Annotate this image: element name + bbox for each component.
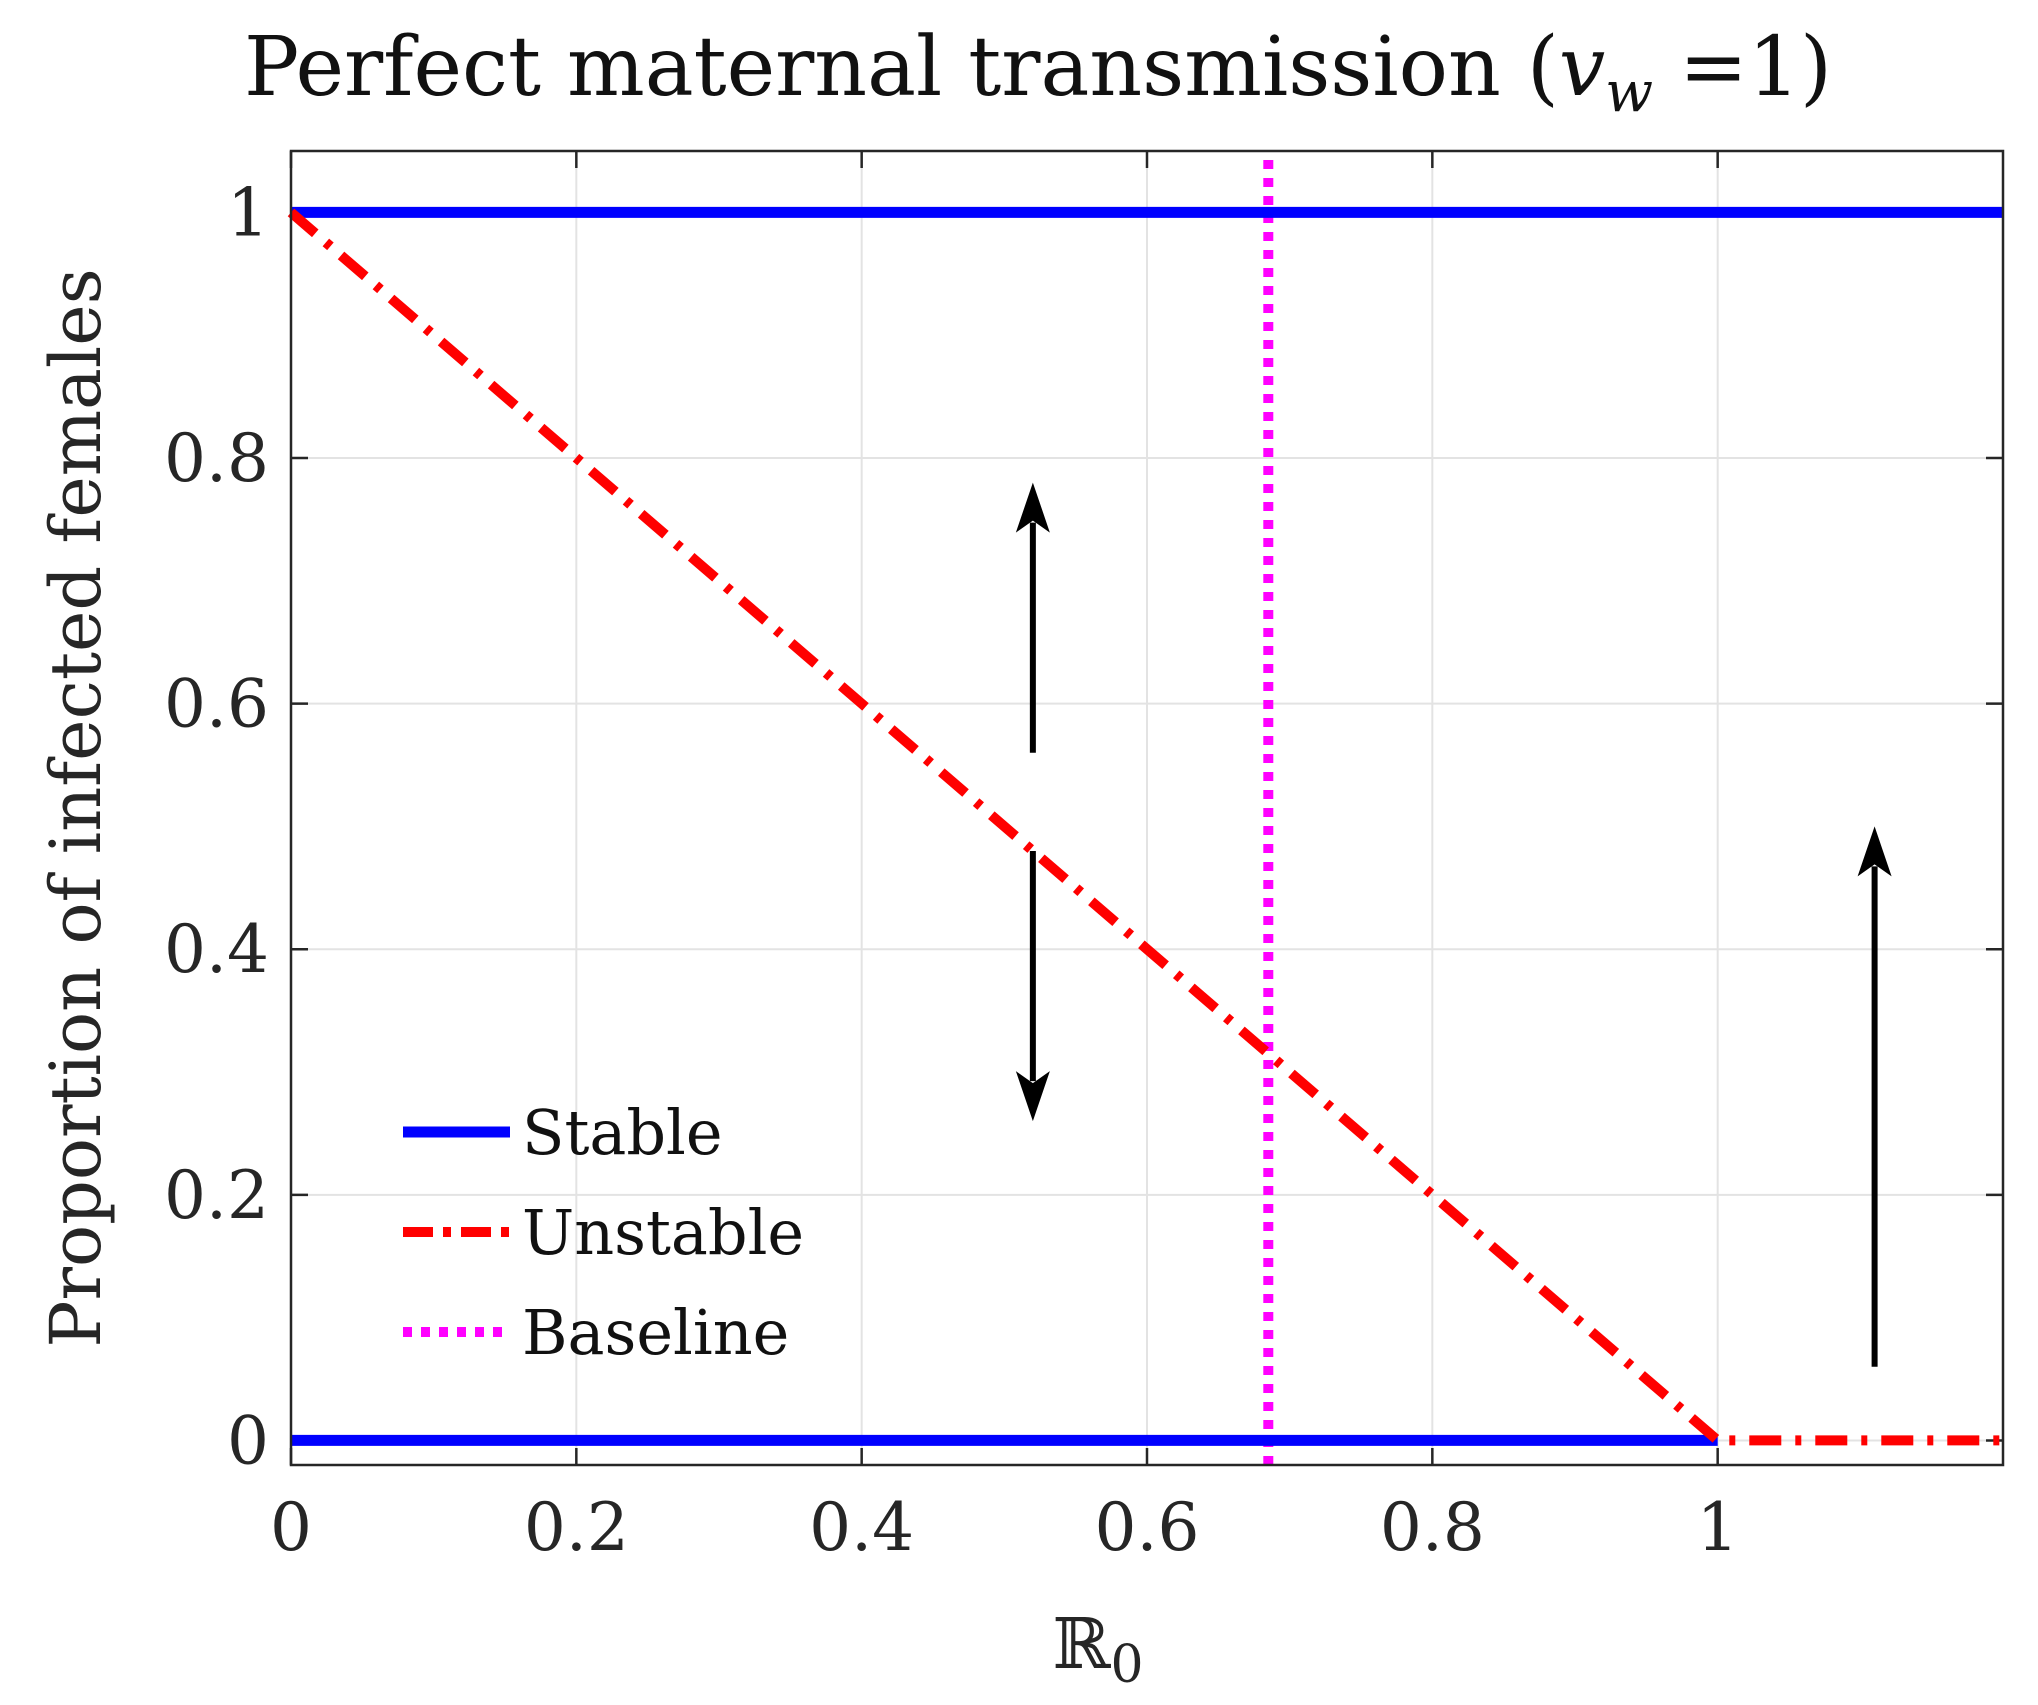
x-tick-label: 1 — [1697, 1489, 1739, 1566]
series-unstable — [287, 208, 2003, 1446]
y-axis-label: Proportion of infected females — [35, 268, 117, 1347]
legend-entry-stable: Stable — [403, 1096, 723, 1169]
x-tick-label: 0.8 — [1380, 1489, 1485, 1566]
x-tick-label: 0.6 — [1095, 1489, 1200, 1566]
x-tick-labels: 0 0.2 0.4 0.6 0.8 1 — [270, 1489, 1739, 1566]
x-axis-label: ℝ0 — [1052, 1603, 1143, 1695]
legend: Stable Unstable Baseline — [403, 1096, 804, 1369]
legend-label: Unstable — [522, 1196, 804, 1269]
down-arrow-left — [1015, 850, 1050, 1122]
x-tick-label: 0 — [270, 1489, 312, 1566]
legend-label: Baseline — [522, 1296, 789, 1369]
y-tick-labels: 0 0.2 0.4 0.6 0.8 1 — [164, 174, 269, 1479]
annotation-arrows — [1015, 482, 1892, 1367]
legend-entry-baseline: Baseline — [403, 1296, 789, 1369]
up-arrow-left — [1015, 482, 1050, 753]
x-tick-label: 0.4 — [809, 1489, 914, 1566]
y-tick-label: 0.4 — [164, 911, 269, 988]
y-tick-label: 0.8 — [164, 420, 269, 497]
y-tick-label: 0.6 — [164, 666, 269, 743]
y-tick-label: 0 — [227, 1402, 269, 1479]
y-tick-label: 0.2 — [164, 1157, 269, 1234]
series — [287, 151, 2003, 1465]
chart-title: Perfect maternal transmission (vw =1) — [244, 20, 1832, 125]
axes-box — [289, 149, 2005, 1467]
legend-entry-unstable: Unstable — [403, 1196, 804, 1269]
up-arrow-right — [1857, 826, 1892, 1367]
legend-label: Stable — [522, 1096, 723, 1169]
y-tick-label: 1 — [227, 174, 269, 251]
x-tick-label: 0.2 — [524, 1489, 629, 1566]
